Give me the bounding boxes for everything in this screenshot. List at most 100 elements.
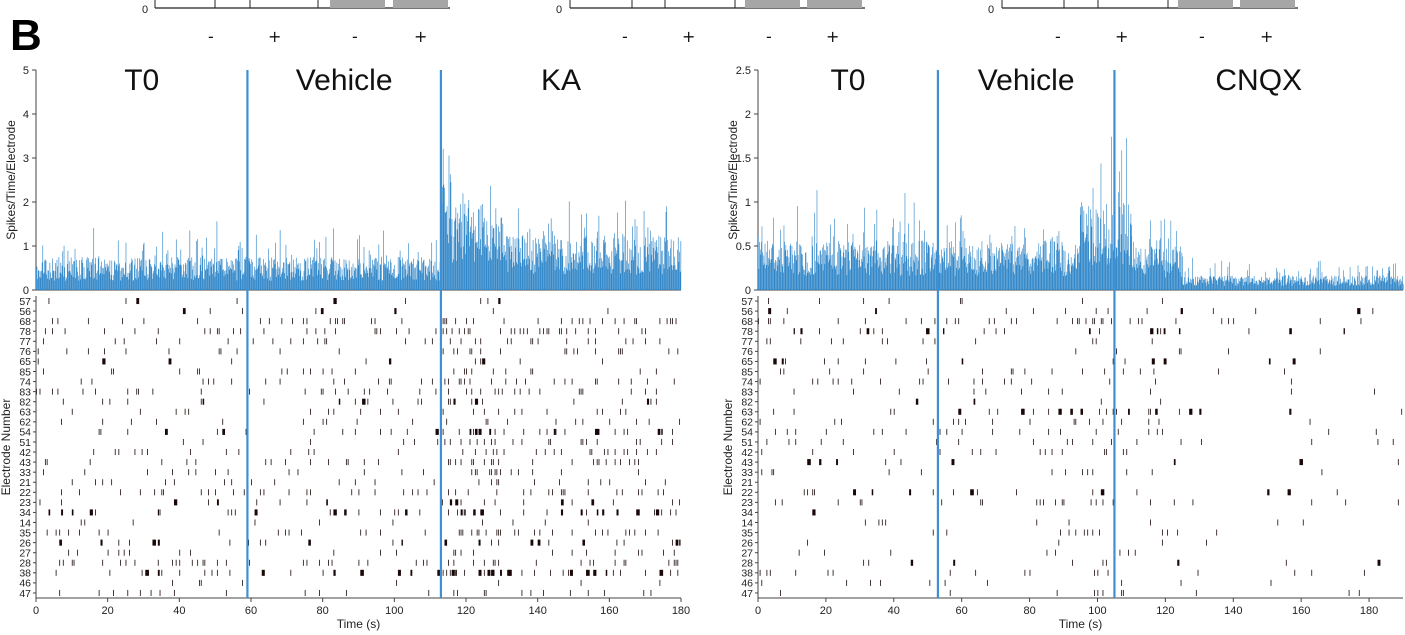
spike-mark [98,589,100,596]
histogram-bar [383,265,385,290]
histogram-bar [1116,247,1118,290]
histogram-bar [399,257,400,290]
histogram-bar [1045,242,1047,290]
histogram-bar [170,267,171,290]
histogram-bar [1382,268,1383,290]
histogram-bar [1155,253,1156,290]
spike-mark [333,549,335,556]
histogram-bar [1014,274,1015,290]
histogram-bar [155,246,157,290]
spike-mark [448,489,449,496]
spike-mark [1299,459,1303,466]
histogram-bar [1138,251,1139,290]
spike-mark [958,438,960,445]
histogram-bar [1004,253,1006,290]
spike-mark [421,378,423,385]
electrode-tick-label: 56 [741,306,753,318]
histogram-bar [778,249,780,290]
spike-mark [380,549,381,556]
spike-mark [596,378,598,385]
spike-mark [61,489,62,496]
histogram-bar [1328,282,1329,290]
histogram-bar [1119,171,1120,290]
histogram-bar [248,259,249,290]
electrode-tick-label: 23 [741,497,753,509]
histogram-bar [1073,258,1075,290]
spike-mark [442,328,444,335]
histogram-bar [232,261,233,290]
histogram-bar [1383,277,1385,290]
spike-mark [394,509,396,516]
spike-mark [455,549,457,556]
spike-mark [898,388,900,395]
spike-mark [812,378,814,385]
spike-mark [480,298,482,305]
spike-mark [1377,559,1381,566]
spike-mark [636,418,638,425]
spike-mark [139,408,141,415]
histogram-bar [391,274,393,290]
histogram-bar [957,269,959,290]
histogram-bar [1242,279,1243,290]
spike-mark [491,378,492,385]
histogram-bar [426,274,427,290]
spike-mark [168,358,172,365]
histogram-bar [413,267,415,290]
histogram-bar [172,268,174,290]
histogram-bar [615,247,616,290]
spike-mark [623,449,625,456]
spike-mark [638,549,639,556]
histogram-bar [266,270,267,290]
histogram-bar [860,266,861,290]
histogram-bar [188,261,190,290]
histogram-bar [335,270,336,290]
histogram-bar [353,270,355,290]
spike-mark [946,428,948,435]
histogram-bar [212,263,214,290]
spike-mark [553,428,556,435]
histogram-bar [1036,251,1038,290]
histogram-bar [845,249,846,290]
spike-mark [157,559,159,566]
histogram-bar [96,279,98,290]
histogram-bar [965,248,967,290]
histogram-bar [233,264,235,290]
histogram-bar [642,271,644,290]
histogram-bar [98,256,100,290]
x-tick-label: 80 [1023,605,1035,617]
spike-mark [1078,318,1080,325]
histogram-bar [1323,277,1325,290]
histogram-bar [308,268,309,290]
histogram-bar [1043,240,1045,290]
histogram-bar [1277,271,1278,290]
spike-mark [503,318,505,325]
x-tick-label: 60 [245,605,257,617]
spike-mark [922,338,924,345]
spike-mark [1102,499,1104,506]
histogram-bar [959,268,960,290]
spike-mark [580,388,582,395]
histogram-bar [1302,281,1303,290]
histogram-bar [924,230,925,290]
spike-mark [1022,408,1024,415]
histogram-bar [1218,277,1219,290]
x-tick-label: 100 [1088,605,1106,617]
histogram-bar [663,264,664,290]
histogram-bar [1273,280,1274,290]
spike-mark [460,459,462,466]
histogram-bar [401,266,403,290]
histogram-bar [317,263,319,290]
histogram-bar [477,247,479,290]
electrode-tick-label: 82 [741,397,753,409]
histogram-bar [815,260,817,290]
histogram-bar [1086,234,1088,290]
histogram-bar [549,242,551,290]
spike-mark [471,368,473,375]
histogram-bar [392,272,393,290]
spike-mark [1095,499,1097,506]
spike-mark [1217,368,1219,375]
histogram-bar [449,218,450,290]
histogram-bar [1045,240,1046,290]
spike-mark [530,539,534,546]
histogram-bar [939,272,941,290]
